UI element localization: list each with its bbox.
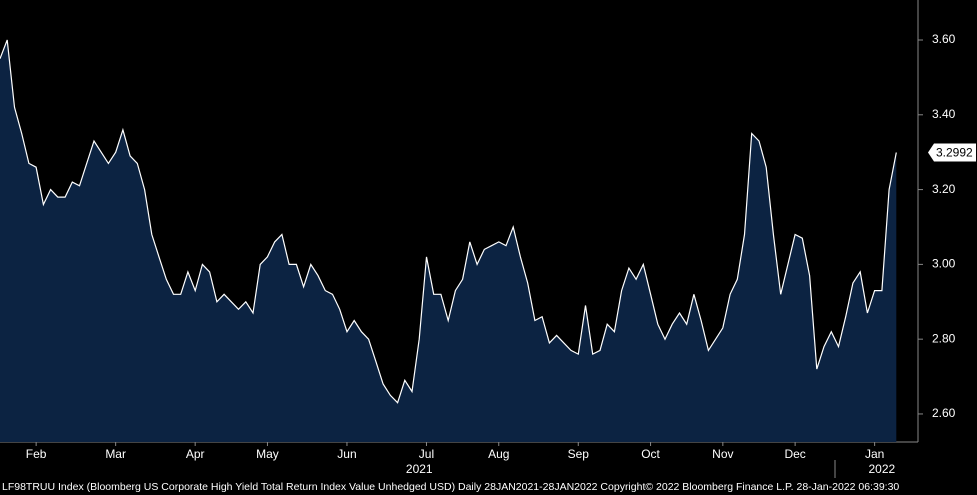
x-tick-label: Aug xyxy=(488,447,509,461)
y-tick-label: 3.60 xyxy=(932,32,956,46)
x-tick-label: Nov xyxy=(712,447,733,461)
last-value-pointer xyxy=(928,143,976,162)
line xyxy=(0,39,897,404)
y-tick-label: 3.40 xyxy=(932,107,956,121)
y-tick-label: 2.60 xyxy=(932,406,956,420)
x-tick-label: Feb xyxy=(26,447,47,461)
x-tick-label: Apr xyxy=(186,447,205,461)
year-label: 2021 xyxy=(406,462,433,476)
x-tick-label: Sep xyxy=(568,447,590,461)
y-tick-label: 3.00 xyxy=(932,257,956,271)
y-tick-label: 3.20 xyxy=(932,182,956,196)
year-label: 2022 xyxy=(869,462,896,476)
x-tick-label: Jul xyxy=(419,447,434,461)
x-tick-label: Mar xyxy=(105,447,126,461)
footer: LF98TRUU Index (Bloomberg US Corporate H… xyxy=(2,481,899,493)
last-value-label: 3.2992 xyxy=(936,146,973,160)
y-tick-label: 2.80 xyxy=(932,331,956,345)
x-tick-label: Dec xyxy=(784,447,805,461)
x-tick-label: Jun xyxy=(337,447,356,461)
x-tick-label: Oct xyxy=(641,447,660,461)
x-tick-label: May xyxy=(256,447,279,461)
area xyxy=(0,40,897,442)
x-tick-label: Jan xyxy=(865,447,884,461)
